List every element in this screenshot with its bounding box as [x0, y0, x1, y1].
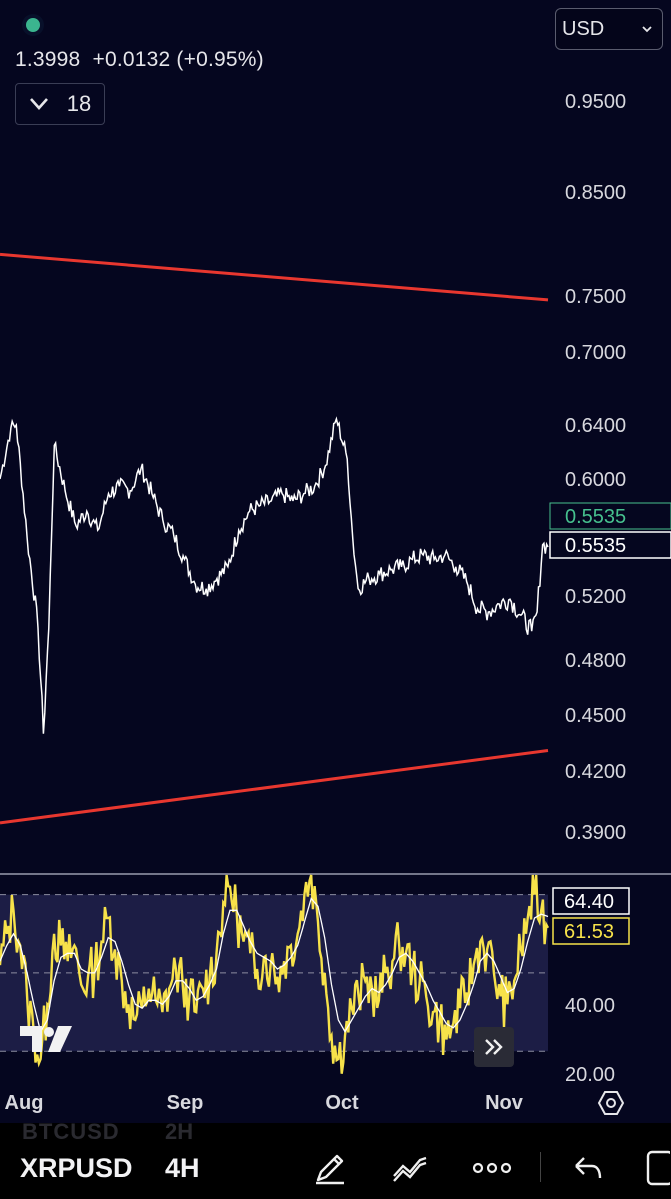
rsi-value-badge	[552, 917, 630, 945]
currency-selector[interactable]: USD	[555, 8, 663, 50]
series-line-rsi-ma[interactable]	[0, 897, 549, 1034]
status-dot-icon	[22, 14, 44, 36]
last-price-label: 0.5535	[565, 506, 626, 528]
indicator-count: 18	[66, 91, 92, 116]
tradingview-logo-icon	[18, 1024, 74, 1059]
y-tick-label: 0.4500	[565, 705, 626, 727]
y-tick-label: 0.4200	[565, 761, 626, 783]
toolbar-divider	[540, 1152, 541, 1182]
x-tick-label: Oct	[325, 1092, 359, 1114]
indicators-collapse-button[interactable]: 18	[15, 83, 105, 125]
x-tick-label: Nov	[485, 1092, 524, 1114]
symbol-selector[interactable]: XRPUSD	[20, 1153, 133, 1183]
y-tick-label: 0.9500	[565, 91, 626, 113]
rsi-ma-value-badge	[552, 887, 630, 915]
double-chevron-right-icon	[485, 1039, 503, 1055]
phone-frame-icon	[646, 1150, 670, 1186]
more-dots-icon	[472, 1162, 512, 1174]
drawing-tool-button[interactable]	[310, 1148, 350, 1188]
more-button[interactable]	[472, 1148, 512, 1188]
previous-symbol: BTCUSD	[22, 1119, 120, 1144]
indicator-waves-icon	[393, 1156, 427, 1182]
indicators-button[interactable]	[390, 1148, 430, 1188]
chevron-down-icon	[29, 98, 48, 110]
hexagon-gear-icon	[597, 1091, 625, 1115]
rsi-ma-value-label: 64.40	[564, 891, 614, 913]
y-tick-label: 0.7000	[565, 342, 626, 364]
scroll-to-realtime-button[interactable]	[474, 1027, 514, 1067]
y-tick-label: 0.8500	[565, 182, 626, 204]
undo-button[interactable]	[568, 1148, 608, 1188]
last-price-badge	[549, 502, 671, 530]
fullscreen-button[interactable]	[633, 1148, 671, 1188]
undo-icon	[575, 1157, 602, 1179]
rsi-y-tick-label: 20.00	[565, 1064, 615, 1086]
y-tick-label: 0.6000	[565, 469, 626, 491]
chevron-down-icon	[642, 26, 652, 33]
x-tick-label: Aug	[5, 1092, 44, 1114]
current-price-label: 0.5535	[565, 535, 626, 557]
rsi-value-label: 61.53	[564, 921, 614, 943]
y-tick-label: 0.4800	[565, 650, 626, 672]
chart-settings-button[interactable]	[594, 1086, 628, 1120]
y-tick-label: 0.5200	[565, 586, 626, 608]
trendline-upper[interactable]	[0, 252, 549, 302]
series-line-xrpusd[interactable]	[0, 416, 549, 734]
rsi-y-tick-label: 40.00	[565, 995, 615, 1017]
interval-selector[interactable]: 4H	[165, 1153, 200, 1183]
current-price-badge	[549, 531, 671, 559]
y-tick-label: 0.7500	[565, 286, 626, 308]
previous-interval: 2H	[165, 1119, 194, 1144]
x-tick-label: Sep	[167, 1092, 204, 1114]
currency-label: USD	[562, 17, 605, 40]
y-tick-label: 0.6400	[565, 415, 626, 437]
ohlc-readout: 1.3998 +0.0132 (+0.95%)	[15, 48, 264, 71]
trendline-lower[interactable]	[0, 748, 549, 825]
pen-icon	[316, 1154, 344, 1185]
y-tick-label: 0.3900	[565, 822, 626, 844]
series-line-rsi[interactable]	[0, 874, 550, 1074]
